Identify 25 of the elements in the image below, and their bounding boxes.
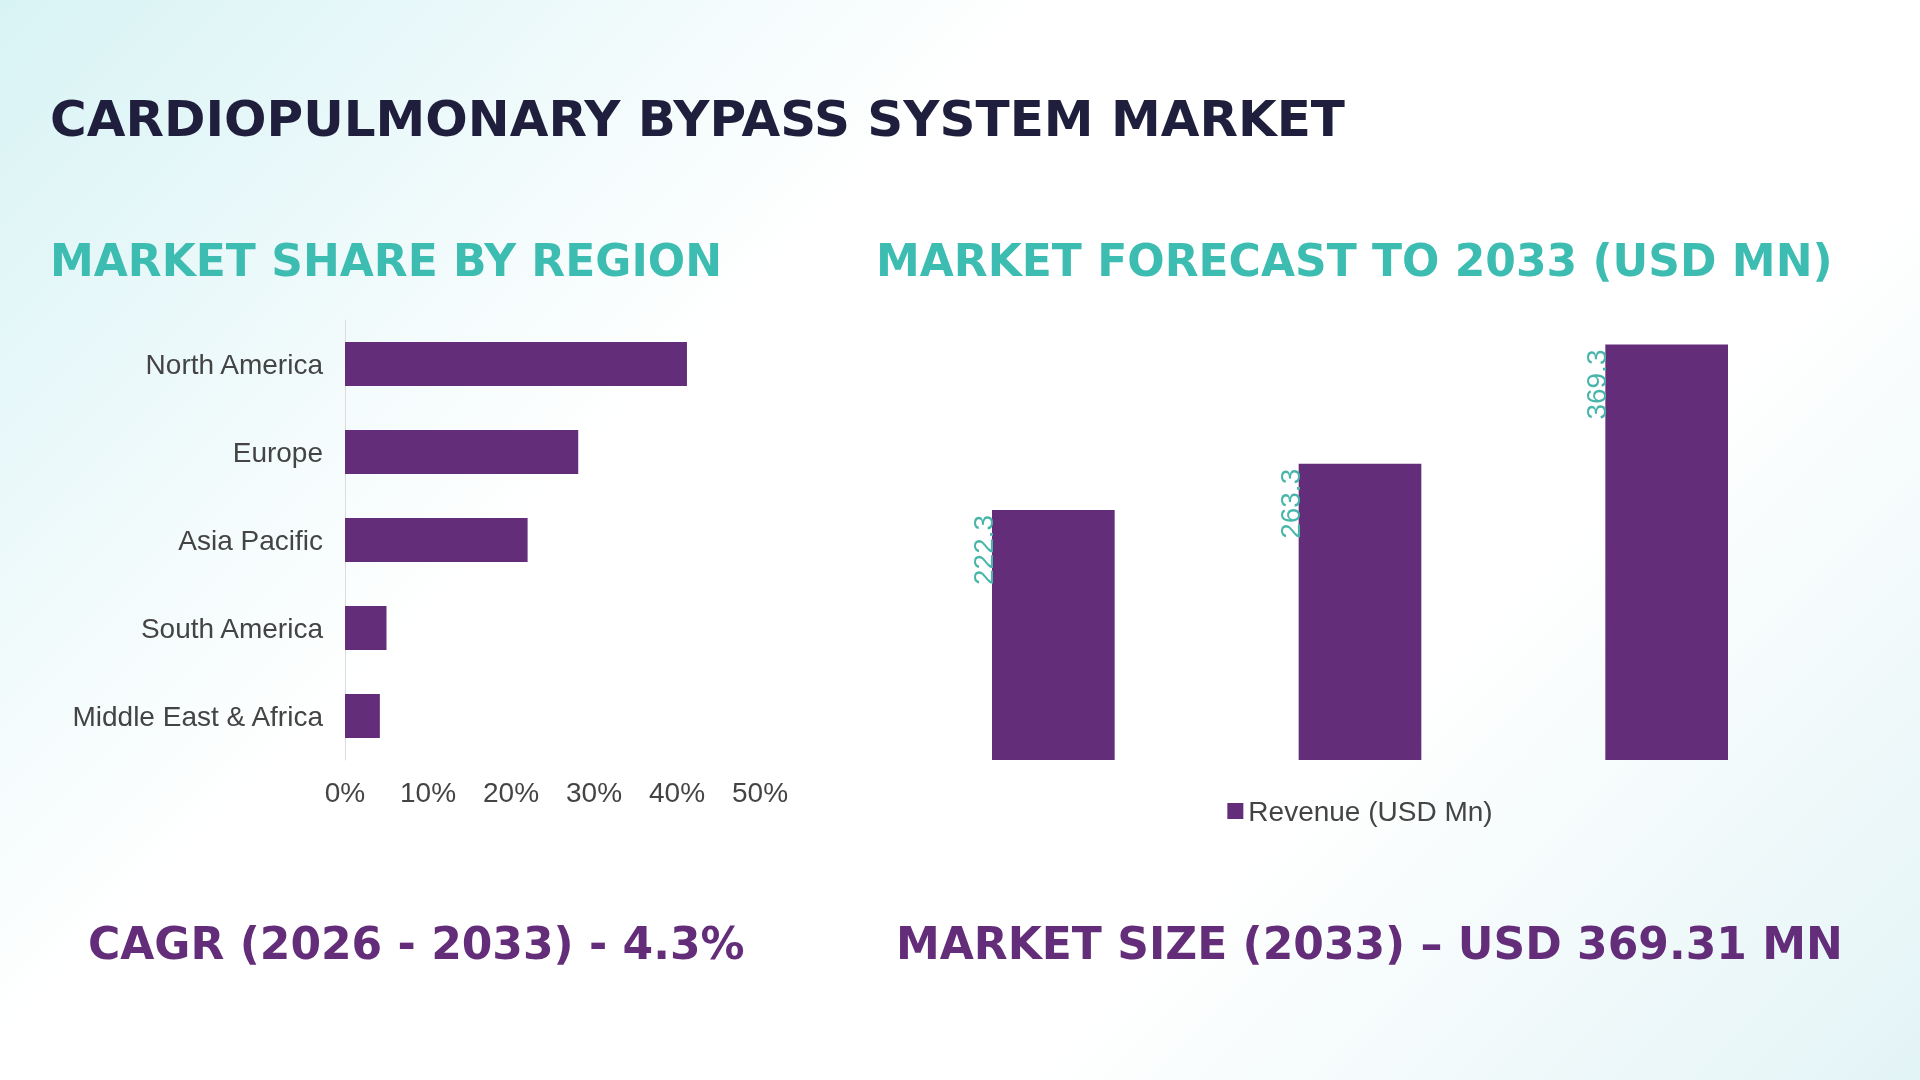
x-tick-label: 0% xyxy=(324,776,366,808)
bar xyxy=(345,606,387,650)
y-tick-label: South America xyxy=(140,612,324,644)
data-label: 369.3 xyxy=(1581,349,1613,420)
x-tick-label: 20% xyxy=(482,776,540,808)
x-tick-label: 40% xyxy=(648,776,706,808)
bar xyxy=(345,430,579,474)
text: CAGR (2026 - 2033) - 4.3% xyxy=(88,918,745,969)
data-label: 222.3 xyxy=(967,514,999,585)
x-tick-label: 30% xyxy=(565,776,623,808)
data-label: 263.3 xyxy=(1274,468,1306,539)
chart-subtitle: MARKET SHARE BY REGION xyxy=(50,235,722,286)
x-tick-label: 10% xyxy=(399,776,457,808)
y-tick-label: Middle East & Africa xyxy=(72,700,324,732)
bar xyxy=(345,694,380,738)
legend-label: Revenue (USD Mn) xyxy=(1248,795,1493,827)
x-tick-label: 50% xyxy=(731,776,789,808)
text: MARKET SIZE (2033) – USD 369.31 MN xyxy=(896,918,1843,969)
chart-title: CARDIOPULMONARY BYPASS SYSTEM MARKET xyxy=(50,90,1345,148)
chart-title: MARKET FORECAST TO 2033 (USD MN) xyxy=(876,235,1833,286)
y-tick-label: North America xyxy=(145,348,324,380)
y-tick-label: Asia Pacific xyxy=(178,524,323,556)
y-tick-label: Europe xyxy=(232,436,323,468)
bar xyxy=(345,518,528,562)
bar xyxy=(345,342,687,386)
